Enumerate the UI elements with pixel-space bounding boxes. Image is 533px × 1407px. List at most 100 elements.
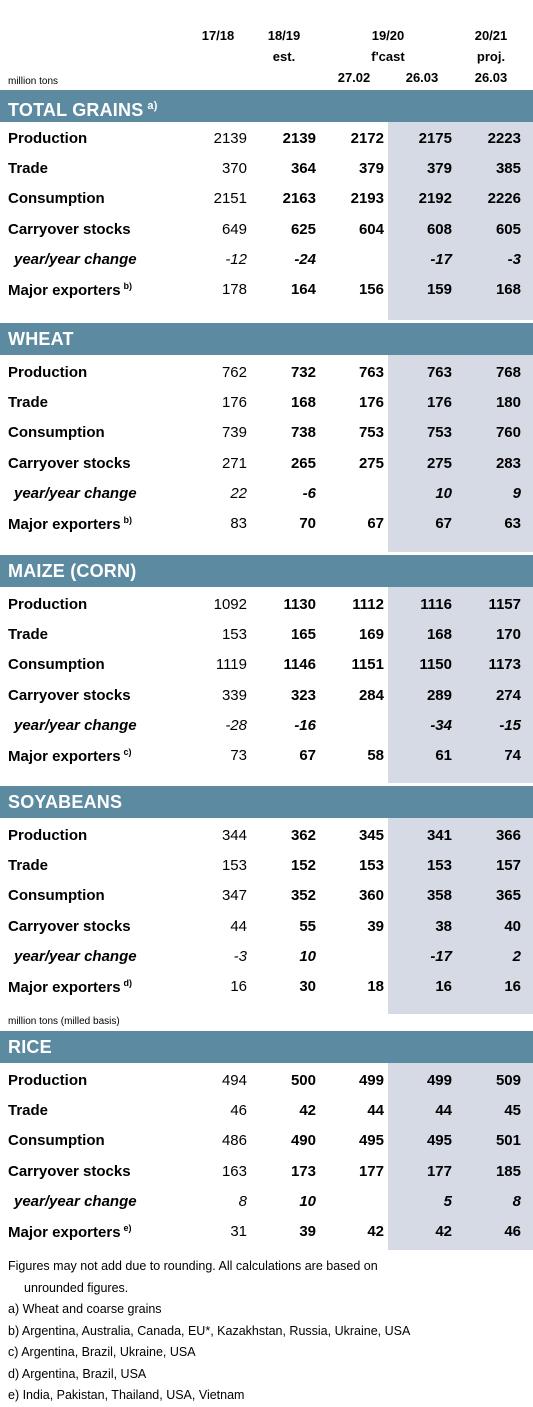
cell-value: 1157 bbox=[488, 596, 521, 613]
section-title: MAIZE (CORN) bbox=[8, 561, 137, 581]
cell-value: 1092 bbox=[213, 596, 247, 613]
cell-value: 42 bbox=[435, 1223, 452, 1240]
cell-value: 753 bbox=[358, 424, 384, 442]
table-row: Major exporters b) 178 164 156 159 168 bbox=[0, 275, 533, 305]
cell-value: 176 bbox=[358, 394, 384, 412]
cell-value: 46 bbox=[504, 1223, 521, 1240]
footnote-c: c) Argentina, Brazil, Ukraine, USA bbox=[8, 1345, 196, 1359]
cell-value: 625 bbox=[290, 220, 316, 238]
row-label-text: Production bbox=[8, 827, 88, 844]
cell-value: 8 bbox=[512, 1192, 521, 1210]
section-header: WHEAT bbox=[0, 323, 533, 355]
cell-value: 739 bbox=[221, 424, 247, 442]
cell-value: 284 bbox=[358, 686, 384, 704]
row-label: Major exporters e) bbox=[8, 1223, 132, 1241]
cell-value: 39 bbox=[367, 917, 384, 935]
row-label: Production bbox=[8, 364, 87, 381]
section-title: WHEAT bbox=[8, 329, 74, 349]
table-row: Production 762 732 763 763 768 bbox=[0, 358, 533, 388]
cell-value: 1173 bbox=[488, 656, 521, 674]
cell-value: 30 bbox=[299, 978, 316, 995]
cell-value: 339 bbox=[221, 686, 247, 704]
row-label-text: Carryover stocks bbox=[8, 1162, 131, 1180]
shaded-column-bg bbox=[388, 1031, 533, 1250]
row-label: year/year change bbox=[14, 485, 137, 502]
cell-value: 44 bbox=[435, 1102, 452, 1120]
row-label-text: Major exporters bbox=[8, 282, 121, 299]
cell-value: 16 bbox=[504, 978, 521, 995]
cell-value: 379 bbox=[426, 160, 452, 178]
row-label-text: year/year change bbox=[14, 484, 137, 502]
cell-value: 16 bbox=[230, 978, 247, 995]
row-label: Carryover stocks bbox=[8, 687, 131, 704]
cell-value: 2163 bbox=[282, 190, 316, 208]
row-label-text: Consumption bbox=[8, 887, 105, 905]
cell-value: 495 bbox=[426, 1132, 452, 1150]
col-header-2702: 27.02 bbox=[337, 70, 371, 85]
cell-value: 501 bbox=[495, 1132, 521, 1150]
cell-value: 169 bbox=[358, 626, 384, 644]
cell-value: 164 bbox=[290, 281, 316, 298]
row-note: b) bbox=[123, 515, 133, 525]
row-label: Consumption bbox=[8, 424, 105, 441]
footnote-rounding: Figures may not add due to rounding. All… bbox=[8, 1259, 378, 1273]
table-row: Carryover stocks 44 55 39 38 40 bbox=[0, 912, 533, 942]
section-header: MAIZE (CORN) bbox=[0, 555, 533, 587]
cell-value: 364 bbox=[290, 160, 316, 178]
cell-value: 768 bbox=[495, 364, 521, 381]
cell-value: 31 bbox=[230, 1223, 247, 1240]
row-label: Production bbox=[8, 596, 87, 613]
cell-value: 185 bbox=[495, 1162, 521, 1180]
row-label-text: Consumption bbox=[8, 424, 105, 442]
table-row: Production 2139 2139 2172 2175 2223 bbox=[0, 124, 533, 154]
row-label: year/year change bbox=[14, 948, 137, 965]
cell-value: 55 bbox=[299, 917, 316, 935]
cell-value: 344 bbox=[221, 827, 247, 844]
cell-value: 1116 bbox=[420, 596, 452, 613]
cell-value: 345 bbox=[358, 827, 384, 844]
row-label-text: year/year change bbox=[14, 250, 137, 268]
row-label-text: Carryover stocks bbox=[8, 220, 131, 238]
cell-value: 509 bbox=[495, 1072, 521, 1089]
table-row: Production 344 362 345 341 366 bbox=[0, 821, 533, 851]
cell-value: 165 bbox=[290, 626, 316, 644]
cell-value: 153 bbox=[426, 857, 452, 875]
cell-value: 500 bbox=[290, 1072, 316, 1089]
table-row: Carryover stocks 271 265 275 275 283 bbox=[0, 449, 533, 479]
shaded-column-bg bbox=[388, 786, 533, 1014]
cell-value: 2151 bbox=[213, 190, 247, 208]
cell-value: 44 bbox=[230, 917, 247, 935]
cell-value: -6 bbox=[302, 484, 316, 502]
row-label-text: Trade bbox=[8, 626, 49, 644]
cell-value: 352 bbox=[290, 887, 316, 905]
row-label-text: Carryover stocks bbox=[8, 686, 131, 704]
section-note: a) bbox=[147, 100, 158, 112]
col-header-proj: proj. bbox=[476, 49, 506, 64]
row-label: Consumption bbox=[8, 887, 105, 904]
col-header-1718: 17/18 bbox=[201, 28, 235, 43]
table-row: Trade 370 364 379 379 385 bbox=[0, 154, 533, 184]
cell-value: -28 bbox=[225, 716, 247, 734]
table-row: year/year change -3 10 -17 2 bbox=[0, 942, 533, 972]
cell-value: 153 bbox=[221, 857, 247, 875]
row-note: d) bbox=[123, 978, 133, 988]
cell-value: 1112 bbox=[352, 596, 384, 613]
table-row: year/year change 22 -6 10 9 bbox=[0, 479, 533, 509]
cell-value: 608 bbox=[426, 220, 452, 238]
table-row: Major exporters e) 31 39 42 42 46 bbox=[0, 1217, 533, 1247]
cell-value: -3 bbox=[507, 250, 521, 268]
footnote-e: e) India, Pakistan, Thailand, USA, Vietn… bbox=[8, 1388, 245, 1402]
row-label-text: Trade bbox=[8, 857, 49, 875]
cell-value: 379 bbox=[358, 160, 384, 178]
row-label: Trade bbox=[8, 394, 48, 411]
cell-value: 83 bbox=[230, 515, 247, 532]
row-label-text: Production bbox=[8, 364, 88, 381]
row-label: Consumption bbox=[8, 190, 105, 207]
row-label-text: Trade bbox=[8, 394, 49, 412]
cell-value: 176 bbox=[221, 394, 247, 412]
cell-value: 22 bbox=[230, 484, 247, 502]
cell-value: 180 bbox=[495, 394, 521, 412]
cell-value: -17 bbox=[430, 250, 452, 268]
cell-value: 762 bbox=[221, 364, 247, 381]
row-label: Carryover stocks bbox=[8, 221, 131, 238]
